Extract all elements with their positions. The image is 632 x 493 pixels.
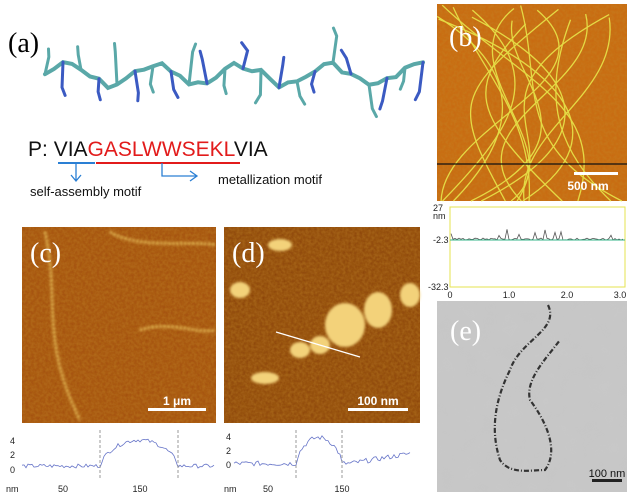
scale-bar-label: 1 μm [163,394,191,408]
profile-tick: 1.0 [503,290,516,300]
profile-tick: 150 [334,484,349,493]
profile-tick: -2.3 [433,235,449,245]
profile-line [22,439,214,468]
panel-label: (a) [8,28,39,59]
profile-tick: 0 [447,290,452,300]
annotation: metallization motif [218,172,322,187]
profile-tick: 2 [226,446,231,456]
profile-tick: 2 [10,450,15,460]
profile-line [234,436,410,466]
scale-bar-label: 100 nm [589,468,626,480]
profile-tick: 3.0 [614,290,627,300]
molecule [45,28,423,117]
arrow [162,163,197,181]
profile-tick: nm [433,211,446,221]
profile-tick: 150 [132,484,147,493]
profile-tick: nm [6,484,19,493]
panel-label: (c) [30,238,61,269]
profile-tick: 0 [10,465,15,475]
profile-tick: 2.0 [561,290,574,300]
profile-tick: 4 [226,432,231,442]
profile-tick: 50 [58,484,68,493]
scale-bar-label: 500 nm [567,179,608,193]
profile-box [450,207,625,287]
scale-bar-label: 100 nm [357,394,398,408]
panel-label: (e) [450,316,481,347]
arrow [71,163,81,181]
profile-tick: nm [224,484,237,493]
sequence: P: VIAGASLWWSEKLVIA [28,138,268,161]
figure: (a) P: VIAGASLWWSEKLVIA self-assembly mo… [0,0,632,493]
panel-label: (d) [232,238,265,269]
profile-tick: -32.3 [428,282,449,292]
profile-tick: 0 [226,460,231,470]
profile-tick: 4 [10,436,15,446]
profile-tick: 50 [263,484,273,493]
panel-label: (b) [449,22,482,53]
annotation: self-assembly motif [30,184,142,199]
